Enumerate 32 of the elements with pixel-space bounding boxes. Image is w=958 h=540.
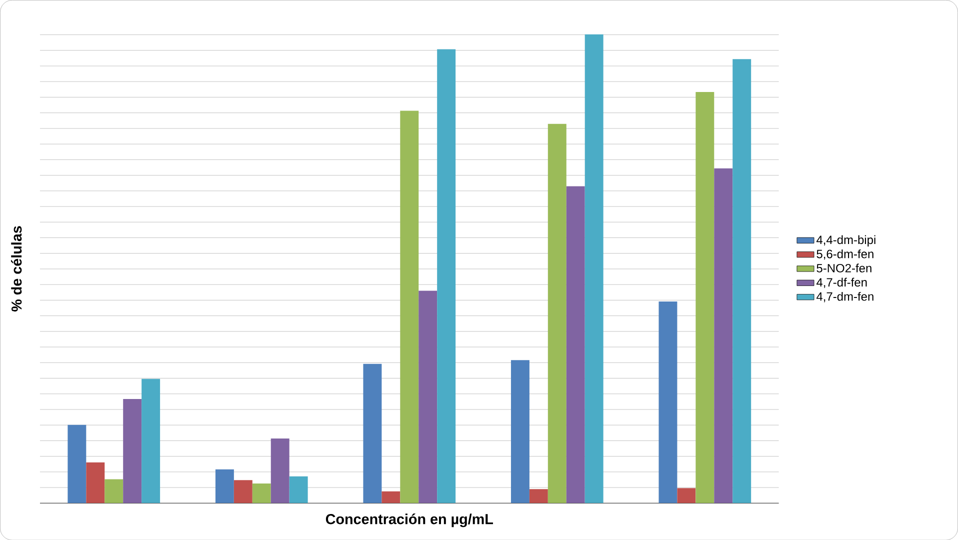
bar — [677, 488, 696, 503]
bar — [86, 462, 105, 503]
bar — [400, 110, 419, 503]
bar — [215, 469, 234, 503]
bar — [529, 488, 548, 503]
legend-label: 5-NO2-fen — [816, 263, 872, 272]
x-axis-title: Concentración en µg/mL — [326, 513, 493, 527]
bar — [289, 476, 308, 503]
bar — [68, 424, 86, 503]
y-axis-title: % de células — [11, 226, 22, 312]
bar — [548, 124, 566, 503]
bar — [566, 186, 585, 503]
bar — [732, 59, 752, 503]
bar — [382, 491, 400, 503]
legend-label: 5,6-dm-fen — [816, 249, 874, 260]
bar — [104, 479, 124, 503]
bar — [437, 49, 456, 503]
bar — [584, 34, 604, 503]
bar — [270, 438, 290, 503]
bar — [510, 360, 530, 503]
bar — [363, 364, 382, 503]
bar — [418, 290, 438, 503]
bar — [123, 398, 142, 503]
legend-label: 4,7-dm-fen — [816, 292, 874, 302]
bar — [696, 92, 714, 503]
bar — [252, 483, 271, 503]
bar — [714, 168, 733, 503]
bar — [142, 378, 160, 503]
legend-label: 4,7-df-fen — [816, 278, 867, 288]
bar — [234, 480, 252, 503]
bar — [658, 301, 678, 503]
legend-label: 4,4-dm-bipi — [816, 235, 876, 246]
